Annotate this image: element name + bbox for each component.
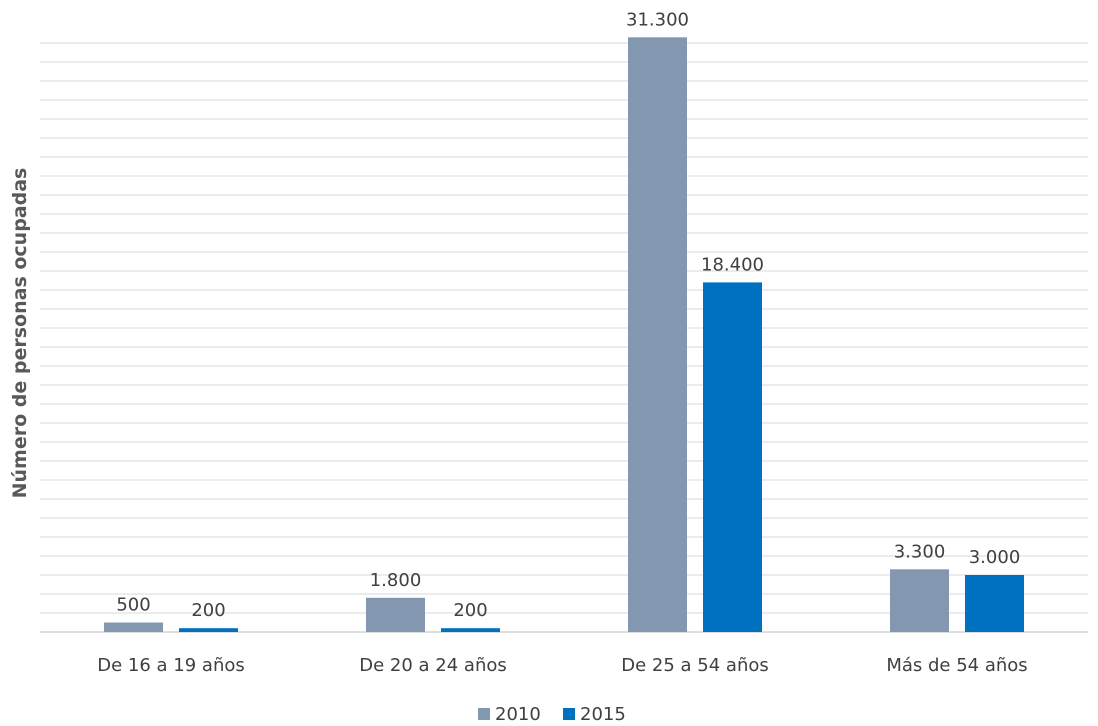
bars — [104, 37, 1024, 633]
x-tick-labels: De 16 a 19 años De 20 a 24 años De 25 a 54… — [97, 655, 1027, 676]
x-tick-label: De 16 a 19 años — [97, 655, 245, 676]
x-tick-label: De 20 a 24 años — [359, 655, 507, 676]
data-label-2015-4: 3.000 — [969, 547, 1021, 568]
data-label-2010-4: 3.300 — [894, 541, 946, 562]
gridlines — [40, 42, 1088, 633]
y-axis-label: Número de personas ocupadas — [9, 168, 31, 499]
legend-label-2015: 2015 — [580, 704, 626, 725]
legend-swatch-2010 — [478, 708, 490, 720]
bar-2015-3 — [703, 282, 762, 632]
legend-swatch-2015 — [563, 708, 575, 720]
bar-2015-2 — [441, 628, 500, 632]
data-label-2010-2: 1.800 — [370, 570, 422, 591]
bar-2010-4 — [890, 569, 949, 632]
legend: 2010 2015 — [478, 704, 626, 725]
data-label-2010-1: 500 — [116, 595, 150, 616]
legend-label-2010: 2010 — [495, 704, 541, 725]
bar-2010-1 — [104, 622, 163, 632]
data-label-2015-2: 200 — [453, 600, 487, 621]
bar-2010-3 — [628, 37, 687, 633]
data-label-2015-1: 200 — [191, 600, 225, 621]
x-tick-label: De 25 a 54 años — [621, 655, 769, 676]
bar-2015-1 — [179, 628, 238, 632]
bar-2010-2 — [366, 597, 425, 632]
data-label-2015-3: 18.400 — [701, 254, 764, 275]
data-label-2010-3: 31.300 — [626, 9, 689, 30]
bar-2015-4 — [965, 575, 1024, 632]
x-tick-label: Más de 54 años — [886, 655, 1027, 676]
data-labels: 500 200 1.800 200 31.300 18.400 3.300 3.000 — [116, 9, 1020, 621]
